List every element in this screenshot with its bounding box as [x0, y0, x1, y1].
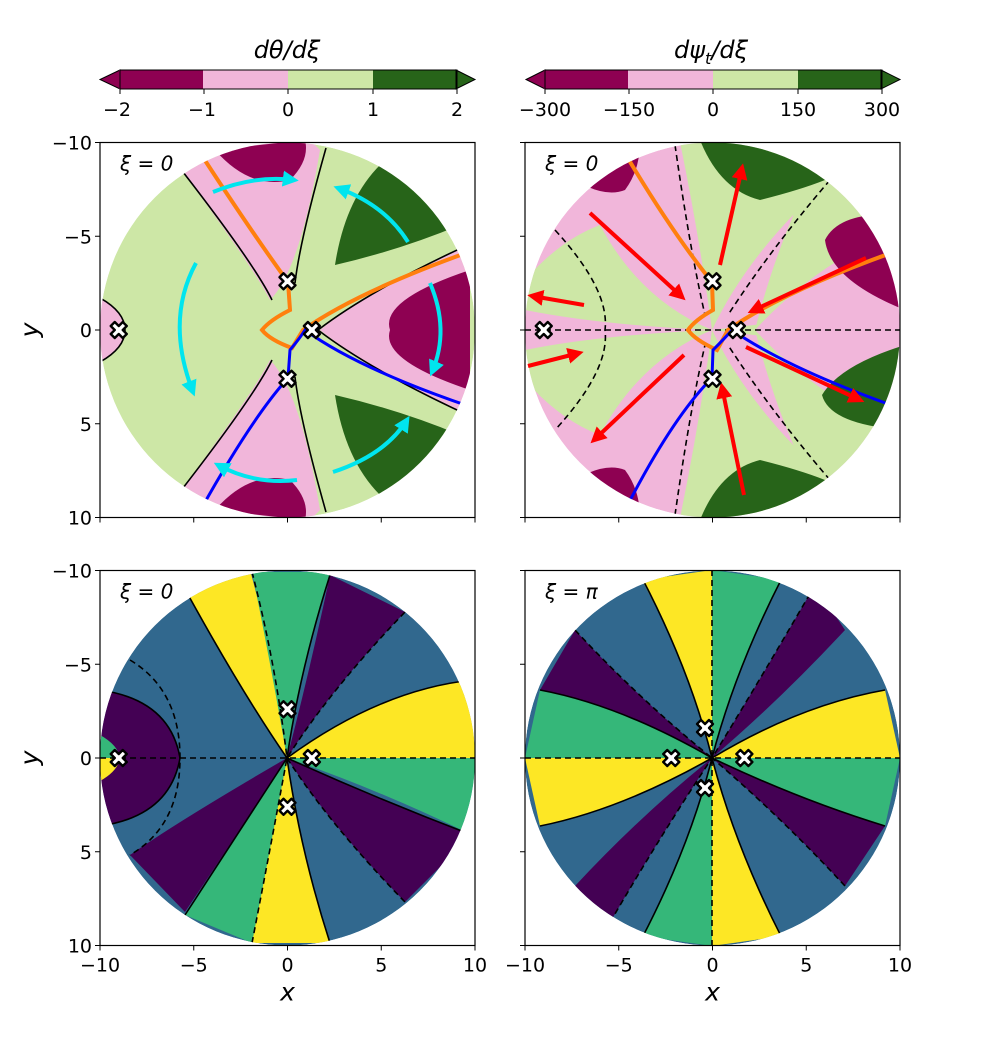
colorbar-psi-extend-high [880, 69, 902, 90]
colorbar-psi-swatch-3 [713, 70, 798, 89]
colorbar-psi: dψt/dξ −300 −150 0 150 300 [519, 36, 902, 121]
y-tick-label: 10 [68, 508, 92, 530]
x-axis-label: x [279, 978, 295, 1007]
axes-panel-4: −10 −5 0 5 10 x ξ = π [505, 569, 912, 1007]
colorbar-psi-swatch-2 [628, 70, 713, 89]
panel-sectors-0 [100, 570, 475, 946]
panel-label: ξ = 0 [119, 580, 173, 604]
x-marker-glyph [278, 272, 297, 291]
panel-theta [100, 142, 475, 518]
x-tick-label: 5 [375, 955, 387, 977]
x-tick-label: 5 [800, 955, 812, 977]
x-marker-glyph [662, 748, 681, 768]
panel-label: ξ = π [544, 580, 599, 604]
y-tick-label: 5 [80, 414, 92, 436]
x-marker-glyph [534, 320, 553, 340]
x-tick-label: −10 [80, 955, 120, 977]
colorbar-theta-extend-low [98, 69, 121, 90]
y-tick-label: −10 [52, 561, 92, 583]
colorbar-theta-tick: 1 [367, 99, 379, 121]
colorbar-psi-tick: −300 [519, 99, 571, 121]
colorbar-theta-swatch-4 [373, 70, 457, 89]
x-marker-glyph [727, 320, 747, 340]
x-marker-glyph [302, 320, 322, 340]
panel-label: ξ = 0 [119, 152, 173, 176]
x-marker-glyph [109, 748, 128, 768]
colorbar-theta-tick: −2 [103, 99, 131, 121]
critical-point-marker [109, 748, 128, 768]
critical-point-marker [534, 320, 553, 340]
critical-point-marker [703, 272, 722, 291]
colorbar-theta-tick: −1 [188, 99, 216, 121]
critical-point-marker [703, 369, 722, 388]
colorbar-psi-swatch-4 [798, 70, 882, 89]
colorbar-psi-tick: 0 [707, 99, 719, 121]
colorbar-theta-title: dθ/dξ [254, 36, 321, 64]
x-tick-label: −10 [505, 955, 545, 977]
y-tick-label: −5 [64, 226, 92, 248]
critical-point-marker [278, 700, 297, 719]
critical-point-marker [727, 320, 747, 340]
x-marker-glyph [695, 718, 715, 738]
critical-point-marker [109, 320, 128, 340]
y-tick-label: 5 [80, 842, 92, 864]
x-marker-glyph [109, 320, 128, 340]
colorbar-psi-extend-low [524, 69, 546, 90]
colorbar-theta-tick: 0 [282, 99, 294, 121]
x-tick-label: 10 [463, 955, 487, 977]
y-tick-label: 10 [68, 936, 92, 958]
x-marker-glyph [735, 748, 754, 768]
colorbar-theta-swatch-3 [288, 70, 373, 89]
x-marker-glyph [703, 272, 722, 291]
x-marker-glyph [278, 369, 297, 388]
y-tick-label: 0 [80, 320, 92, 342]
x-tick-label: −5 [605, 955, 633, 977]
axes-panel-1: 10 5 0 −5 −10 y ξ = 0 [15, 133, 476, 530]
critical-point-marker [302, 748, 322, 768]
x-tick-label: 10 [888, 955, 912, 977]
colorbar-theta-tick: 2 [451, 99, 463, 121]
panel-sectors-pi [525, 570, 900, 946]
x-marker-glyph [278, 700, 297, 719]
colorbar-psi-tick: −150 [603, 99, 655, 121]
y-tick-label: 0 [80, 748, 92, 770]
x-marker-glyph [302, 748, 322, 768]
x-marker-glyph [695, 778, 715, 798]
y-tick-label: −10 [52, 133, 92, 155]
colorbar-psi-tick: 150 [780, 99, 816, 121]
colorbar-theta: dθ/dξ −2 −1 0 1 2 [98, 36, 477, 121]
critical-points-layer [109, 272, 754, 816]
x-marker-glyph [278, 797, 297, 816]
critical-point-marker [302, 320, 322, 340]
critical-point-marker [278, 797, 297, 816]
colorbar-theta-extend-high [455, 69, 477, 90]
critical-point-marker [695, 778, 715, 798]
y-axis-label: y [15, 749, 44, 766]
panel-psi [525, 142, 900, 518]
critical-point-marker [662, 748, 681, 768]
colorbar-theta-swatch-2 [203, 70, 288, 89]
x-axis-label: x [704, 978, 720, 1007]
axes-panel-2: ξ = 0 [520, 141, 901, 523]
colorbar-theta-swatch-1 [119, 70, 203, 89]
colorbar-psi-title: dψt/dξ [674, 36, 749, 68]
critical-point-marker [695, 718, 715, 738]
x-marker-glyph [703, 369, 722, 388]
y-axis-label: y [15, 321, 44, 338]
critical-point-marker [278, 272, 297, 291]
x-tick-label: 0 [706, 955, 718, 977]
x-tick-label: 0 [281, 955, 293, 977]
critical-point-marker [278, 369, 297, 388]
x-tick-label: −5 [180, 955, 208, 977]
critical-point-marker [735, 748, 754, 768]
colorbar-psi-swatch-1 [544, 70, 628, 89]
y-tick-label: −5 [64, 654, 92, 676]
panel-label: ξ = 0 [544, 152, 598, 176]
colorbar-psi-tick: 300 [864, 99, 900, 121]
